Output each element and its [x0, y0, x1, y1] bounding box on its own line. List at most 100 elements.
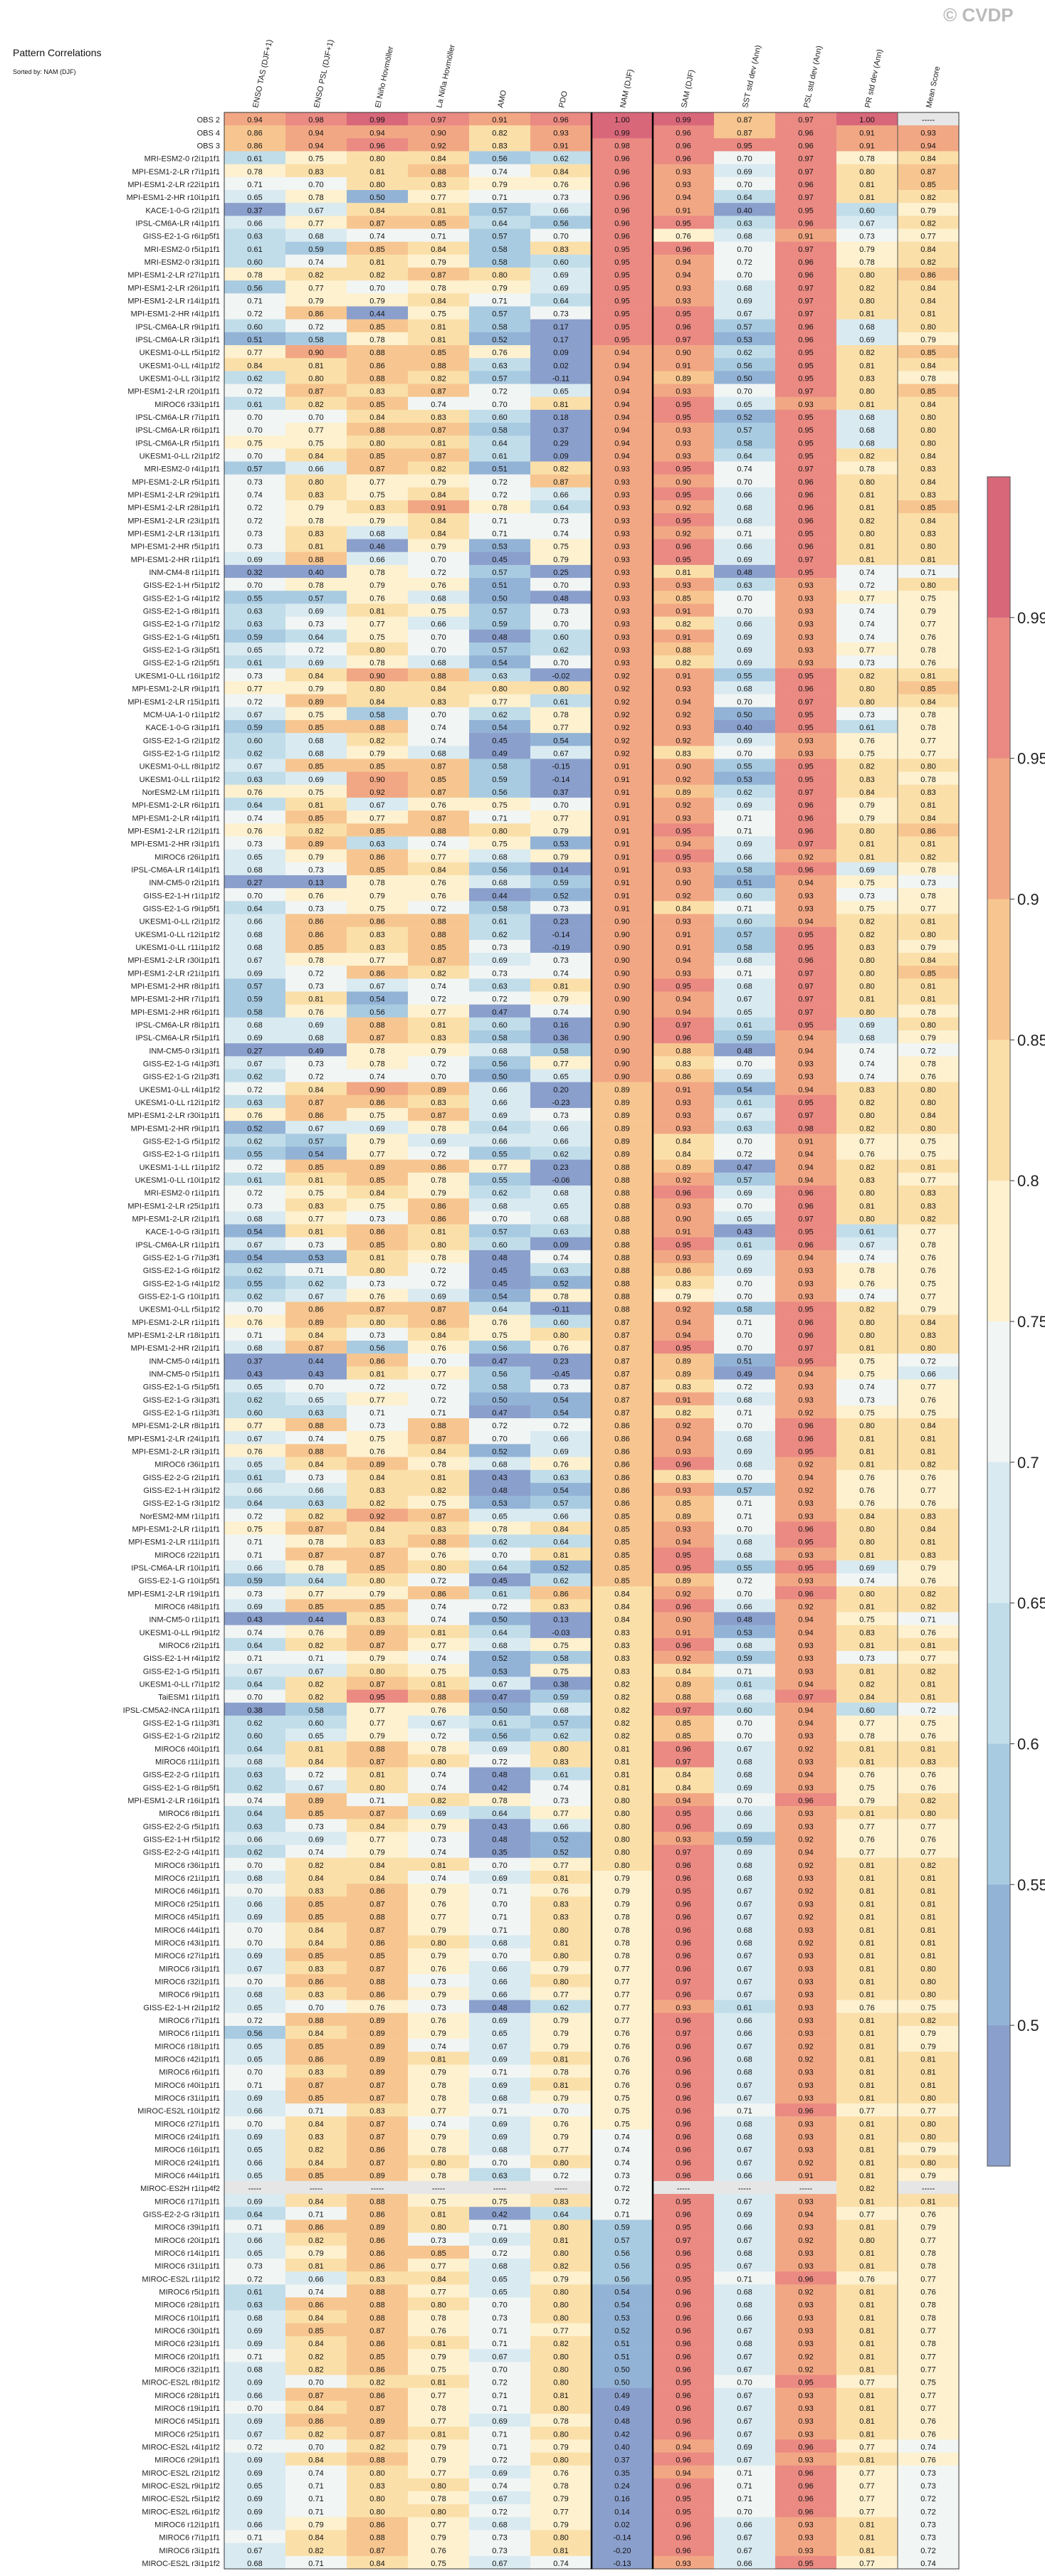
cell-value: 0.67	[737, 2456, 752, 2465]
cell-value: 0.69	[247, 2340, 262, 2348]
cell-value: 0.75	[492, 801, 507, 810]
cell-value: 0.68	[492, 1047, 507, 1055]
heatmap-cell	[592, 268, 653, 281]
cell-value: 0.81	[431, 336, 446, 344]
cell-value: 0.66	[247, 1900, 262, 1909]
cell-value: 0.88	[614, 1189, 629, 1198]
cell-value: 0.62	[247, 1292, 262, 1301]
cell-value: 0.78	[308, 956, 323, 965]
cell-value: 0.80	[553, 1331, 568, 1340]
cell-value: 0.96	[798, 504, 813, 512]
cell-value: 0.82	[308, 1694, 323, 1702]
heatmap-cell	[530, 319, 592, 333]
cell-value: 0.64	[492, 220, 507, 228]
heatmap-cell	[224, 228, 286, 242]
row-label: UKESM1-0-LL r2i1p1f2	[140, 918, 220, 927]
cell-value: 0.76	[920, 633, 935, 642]
cell-value: 0.96	[676, 2210, 690, 2219]
cell-value: 0.68	[492, 2094, 507, 2103]
cell-value: 0.69	[492, 2017, 507, 2025]
cell-value: 0.83	[920, 465, 935, 474]
cell-value: 0.56	[737, 361, 752, 370]
heatmap-cell	[592, 203, 653, 216]
colorbar-segment	[987, 617, 1010, 759]
cell-value: 0.82	[431, 1797, 446, 1805]
cell-value: 0.88	[308, 1422, 323, 1430]
cell-value: 0.76	[920, 2430, 935, 2439]
cell-value: 0.83	[369, 2482, 384, 2491]
cell-value: 0.85	[431, 944, 446, 952]
cell-value: 0.76	[920, 1267, 935, 1275]
cell-value: 0.75	[492, 1331, 507, 1340]
row-label: MPI-ESM1-2-LR r18i1p1f1	[127, 1331, 220, 1340]
cell-value: 0.84	[431, 1331, 446, 1340]
cell-value: 0.84	[614, 1590, 629, 1598]
cell-value: 0.93	[798, 1512, 813, 1521]
cell-value: 0.79	[308, 853, 323, 862]
heatmap-cell	[530, 423, 592, 436]
heatmap-cell	[285, 384, 347, 398]
cell-value: 0.96	[369, 142, 384, 151]
heatmap-cell	[714, 423, 776, 436]
cell-value: 0.85	[676, 594, 690, 603]
cell-value: 0.75	[859, 1784, 874, 1793]
cell-value: 0.82	[859, 2185, 874, 2193]
row-label: GISS-E2-1-H r5i1p1f2	[143, 581, 220, 590]
cell-value: 0.87	[369, 1306, 384, 1314]
cell-value: 0.89	[308, 698, 323, 707]
cell-value: 0.76	[553, 2469, 568, 2478]
cell-value: 0.77	[247, 1422, 262, 1430]
cell-value: 0.80	[553, 685, 568, 694]
cell-value: 0.64	[737, 194, 752, 202]
cell-value: 0.71	[920, 569, 935, 577]
heatmap-cell	[408, 293, 470, 307]
cell-value: 0.89	[676, 375, 690, 384]
cell-value: 0.75	[553, 1642, 568, 1650]
heatmap-cell	[530, 164, 592, 178]
cell-value: 0.56	[492, 866, 507, 875]
cell-value: 0.85	[676, 1732, 690, 1741]
cell-value: 0.96	[676, 2314, 690, 2323]
cell-value: 0.77	[553, 1862, 568, 1870]
cell-value: 0.77	[431, 853, 446, 862]
cell-value: 0.87	[369, 465, 384, 474]
cell-value: 0.82	[308, 2146, 323, 2155]
cell-value: 0.57	[492, 646, 507, 655]
cell-value: 0.83	[431, 181, 446, 189]
cell-value: 0.97	[676, 2029, 690, 2038]
cell-value: 0.73	[247, 543, 262, 551]
cell-value: 0.64	[247, 1810, 262, 1818]
cell-value: 0.77	[247, 685, 262, 694]
cell-value: 0.71	[492, 530, 507, 539]
cell-value: 0.63	[247, 1099, 262, 1107]
column-label: AMO	[496, 89, 508, 108]
cell-value: 0.83	[676, 1383, 690, 1392]
cell-value: 0.61	[553, 698, 568, 707]
row-label: MPI-ESM1-2-LR r6i1p1f1	[132, 801, 221, 810]
cell-value: 0.51	[492, 581, 507, 590]
heatmap-cell	[347, 409, 409, 423]
row-label: GISS-E2-1-G r2i1p1f2	[143, 1732, 220, 1741]
heatmap-cell	[224, 513, 286, 527]
cell-value: 0.87	[369, 1034, 384, 1042]
cell-value: 0.91	[676, 206, 690, 215]
cell-value: 0.71	[492, 297, 507, 306]
cell-value: 0.77	[920, 749, 935, 758]
row-label: GISS-E2-1-G r5i1p1f1	[143, 1667, 220, 1676]
heatmap-cell	[530, 216, 592, 229]
cell-value: 0.86	[431, 1319, 446, 1327]
row-label: MIROC6 r27i1p1f1	[154, 2120, 220, 2128]
cell-value: 0.88	[614, 1163, 629, 1172]
cell-value: 0.51	[737, 879, 752, 887]
cell-value: 0.87	[369, 2159, 384, 2168]
cell-value: 0.80	[859, 698, 874, 707]
cell-value: 0.84	[308, 672, 323, 680]
cell-value: 0.70	[492, 2301, 507, 2310]
cell-value: 0.91	[614, 904, 629, 913]
cell-value: 0.80	[553, 2224, 568, 2232]
cell-value: 0.93	[798, 1060, 813, 1068]
cell-value: 0.59	[247, 633, 262, 642]
cell-value: 0.95	[676, 401, 690, 409]
row-label: INM-CM5-0 r3i1p1f1	[149, 1047, 220, 1055]
cell-value: 0.71	[247, 1551, 262, 1560]
